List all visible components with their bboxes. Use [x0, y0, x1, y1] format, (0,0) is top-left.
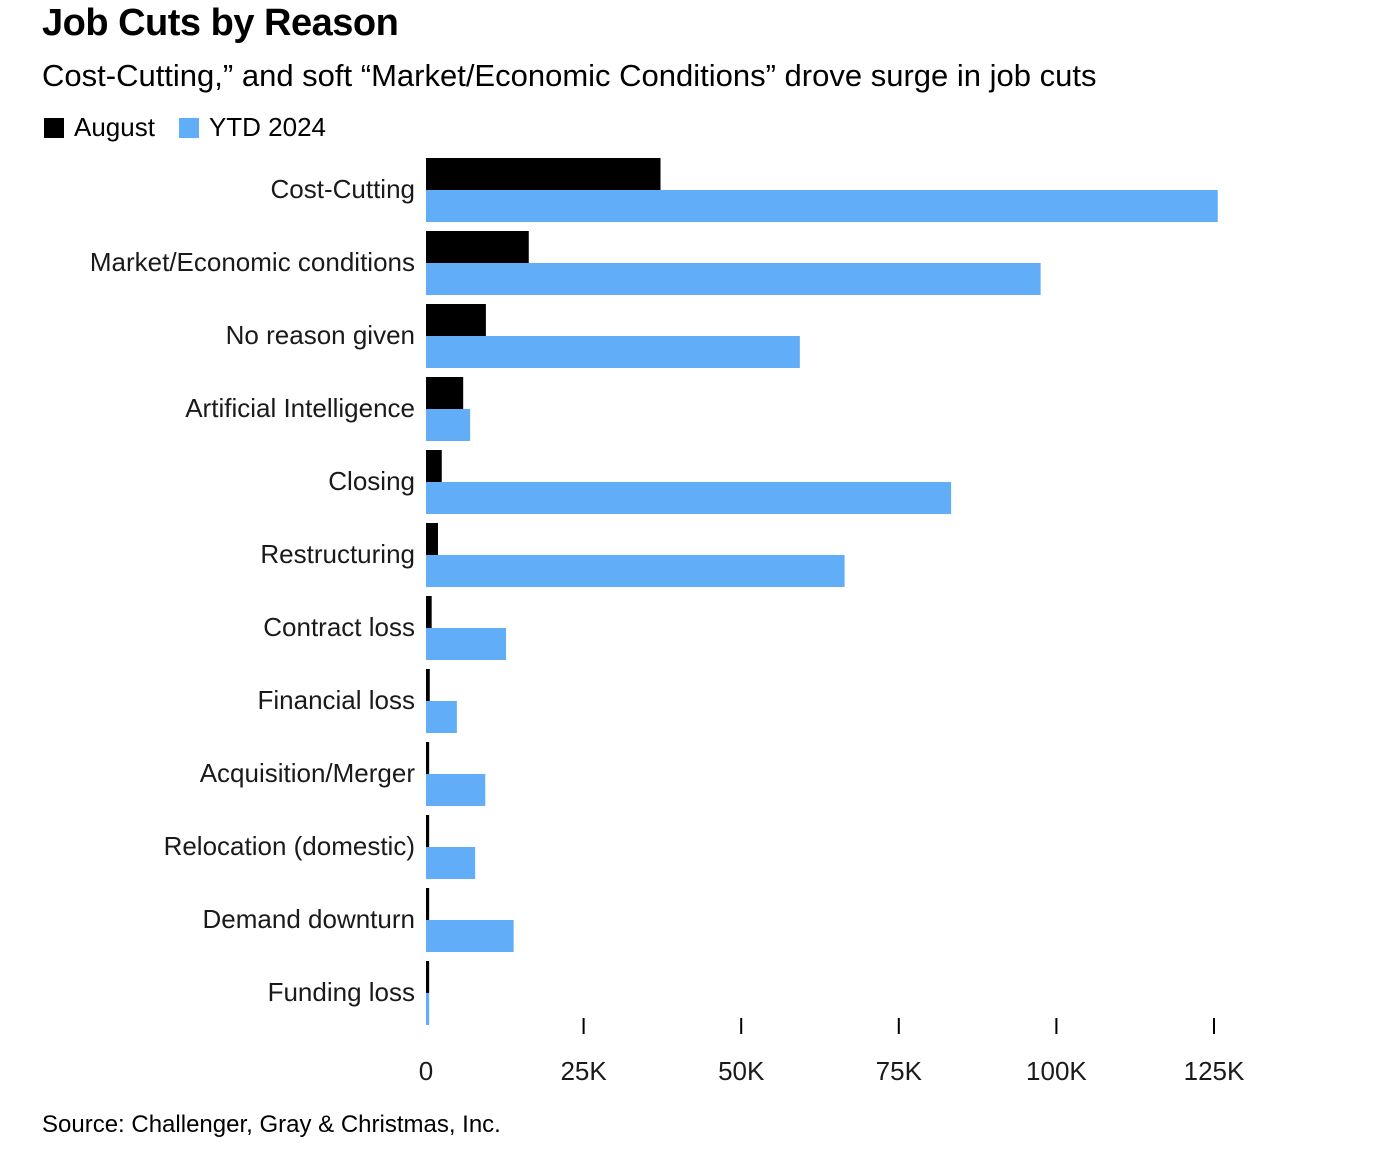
bar-august-market-economic-conditions [426, 231, 529, 263]
category-label-demand-downturn: Demand downturn [203, 904, 415, 934]
bar-august-artificial-intelligence [426, 377, 464, 409]
bar-august-relocation-domestic [426, 815, 430, 847]
bar-august-acquisition-merger [426, 742, 430, 774]
x-tick-label-75k: 75K [876, 1056, 923, 1086]
bar-august-funding-loss [426, 961, 430, 993]
chart-subtitle: Cost-Cutting,” and soft “Market/Economic… [42, 58, 1097, 93]
category-label-funding-loss: Funding loss [268, 977, 415, 1007]
bar-ytd-2024-relocation-domestic [426, 847, 476, 879]
category-label-financial-loss: Financial loss [257, 685, 415, 715]
source-note: Source: Challenger, Gray & Christmas, In… [42, 1111, 501, 1138]
bar-ytd-2024-acquisition-merger [426, 774, 486, 806]
category-label-closing: Closing [328, 466, 415, 496]
category-label-restructuring: Restructuring [260, 539, 415, 569]
bar-ytd-2024-artificial-intelligence [426, 409, 471, 441]
bar-august-restructuring [426, 523, 438, 555]
legend-label-august: August [74, 112, 155, 142]
bar-ytd-2024-funding-loss [426, 993, 430, 1025]
category-label-relocation-domestic: Relocation (domestic) [164, 831, 415, 861]
bar-ytd-2024-contract-loss [426, 628, 507, 660]
category-label-contract-loss: Contract loss [263, 612, 415, 642]
category-label-market-economic-conditions: Market/Economic conditions [90, 247, 415, 277]
bar-august-closing [426, 450, 442, 482]
category-label-artificial-intelligence: Artificial Intelligence [185, 393, 415, 423]
legend-swatch-ytd [178, 117, 199, 138]
bar-ytd-2024-restructuring [426, 555, 845, 587]
x-tick-label-50k: 50K [718, 1056, 765, 1086]
bar-ytd-2024-closing [426, 482, 952, 514]
chart-title: Job Cuts by Reason [42, 2, 399, 44]
category-label-acquisition-merger: Acquisition/Merger [200, 758, 416, 788]
bar-august-demand-downturn [426, 888, 430, 920]
x-tick-label-125k: 125K [1184, 1056, 1245, 1086]
bar-ytd-2024-demand-downturn [426, 920, 514, 952]
bar-chart: Cost-Cutting Market/Economic conditions No… [90, 158, 1245, 1086]
bar-ytd-2024-market-economic-conditions [426, 263, 1041, 295]
bar-august-financial-loss [426, 669, 430, 701]
bar-ytd-2024-financial-loss [426, 701, 457, 733]
legend-item-august: August [44, 112, 155, 143]
legend-item-ytd: YTD 2024 [178, 112, 327, 143]
x-tick-label-25k: 25K [560, 1056, 607, 1086]
legend-swatch-august [44, 117, 64, 138]
bar-ytd-2024-cost-cutting [426, 190, 1218, 222]
bar-august-no-reason-given [426, 304, 486, 336]
category-label-no-reason-given: No reason given [226, 320, 415, 350]
category-label-cost-cutting: Cost-Cutting [271, 174, 416, 204]
bar-august-contract-loss [426, 596, 432, 628]
legend-label-ytd: YTD 2024 [208, 112, 327, 142]
bar-ytd-2024-no-reason-given [426, 336, 800, 368]
x-tick-label-0: 0 [419, 1056, 433, 1086]
bar-august-cost-cutting [426, 158, 661, 190]
x-tick-label-100k: 100K [1026, 1056, 1087, 1086]
legend: August YTD 2024 [44, 112, 350, 143]
